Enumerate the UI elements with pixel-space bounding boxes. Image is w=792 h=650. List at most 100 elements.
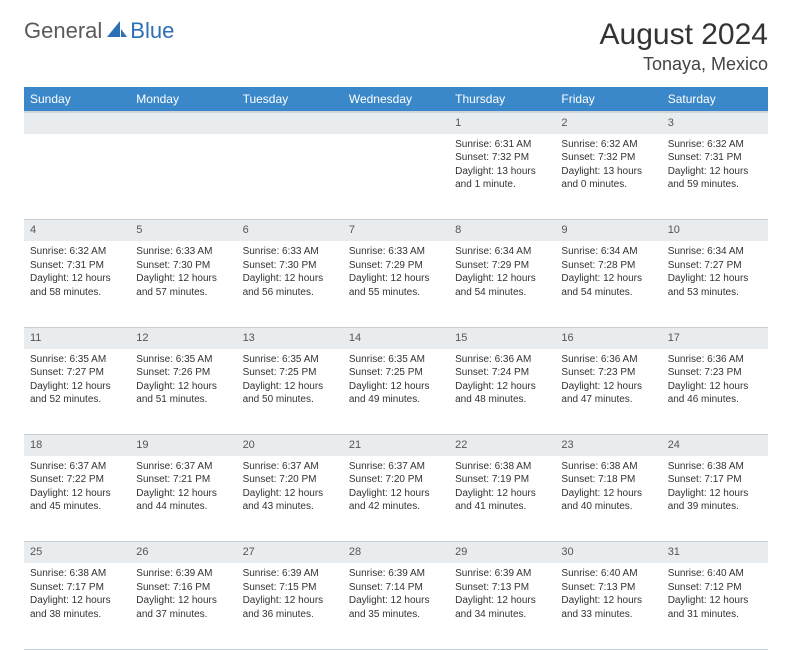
day-number: 6: [243, 224, 249, 236]
weekday-header: Wednesday: [343, 87, 449, 112]
day-detail-cell: Sunrise: 6:36 AMSunset: 7:24 PMDaylight:…: [449, 349, 555, 435]
sunset-text: Sunset: 7:23 PM: [561, 366, 655, 380]
daylight-text: Daylight: 12 hours and 39 minutes.: [668, 487, 762, 514]
sunset-text: Sunset: 7:13 PM: [561, 581, 655, 595]
day-number-cell: 5: [130, 220, 236, 241]
daylight-text: Daylight: 12 hours and 54 minutes.: [561, 272, 655, 299]
day-detail-cell: Sunrise: 6:31 AMSunset: 7:32 PMDaylight:…: [449, 134, 555, 220]
logo: General Blue: [24, 18, 174, 44]
day-number-cell: 29: [449, 542, 555, 563]
day-number: 8: [455, 224, 461, 236]
sunrise-text: Sunrise: 6:38 AM: [455, 460, 549, 474]
day-detail-cell: Sunrise: 6:40 AMSunset: 7:12 PMDaylight:…: [662, 563, 768, 649]
sunrise-text: Sunrise: 6:37 AM: [30, 460, 124, 474]
day-number-cell: 22: [449, 435, 555, 456]
daylight-text: Daylight: 12 hours and 48 minutes.: [455, 380, 549, 407]
day-number: 14: [349, 332, 361, 344]
day-number: 12: [136, 332, 148, 344]
day-number-row: 11121314151617: [24, 327, 768, 348]
sunset-text: Sunset: 7:17 PM: [668, 473, 762, 487]
sunset-text: Sunset: 7:30 PM: [136, 259, 230, 273]
sunset-text: Sunset: 7:21 PM: [136, 473, 230, 487]
sunset-text: Sunset: 7:15 PM: [243, 581, 337, 595]
day-detail-cell: Sunrise: 6:36 AMSunset: 7:23 PMDaylight:…: [555, 349, 661, 435]
day-number: 2: [561, 117, 567, 129]
day-detail-cell: Sunrise: 6:33 AMSunset: 7:30 PMDaylight:…: [237, 241, 343, 327]
daylight-text: Daylight: 12 hours and 53 minutes.: [668, 272, 762, 299]
day-number: 7: [349, 224, 355, 236]
daylight-text: Daylight: 12 hours and 54 minutes.: [455, 272, 549, 299]
day-detail-row: Sunrise: 6:35 AMSunset: 7:27 PMDaylight:…: [24, 349, 768, 435]
day-number: 15: [455, 332, 467, 344]
day-number-cell: 3: [662, 112, 768, 134]
day-number-row: 25262728293031: [24, 542, 768, 563]
day-detail-cell: Sunrise: 6:34 AMSunset: 7:29 PMDaylight:…: [449, 241, 555, 327]
sunrise-text: Sunrise: 6:35 AM: [136, 353, 230, 367]
sunset-text: Sunset: 7:19 PM: [455, 473, 549, 487]
day-detail-cell: Sunrise: 6:39 AMSunset: 7:13 PMDaylight:…: [449, 563, 555, 649]
daylight-text: Daylight: 12 hours and 57 minutes.: [136, 272, 230, 299]
sunrise-text: Sunrise: 6:34 AM: [455, 245, 549, 259]
daylight-text: Daylight: 12 hours and 33 minutes.: [561, 594, 655, 621]
daylight-text: Daylight: 12 hours and 50 minutes.: [243, 380, 337, 407]
weekday-header: Monday: [130, 87, 236, 112]
sunrise-text: Sunrise: 6:32 AM: [30, 245, 124, 259]
sunset-text: Sunset: 7:18 PM: [561, 473, 655, 487]
sunrise-text: Sunrise: 6:33 AM: [349, 245, 443, 259]
day-number-cell: 9: [555, 220, 661, 241]
sunrise-text: Sunrise: 6:39 AM: [243, 567, 337, 581]
day-number-cell: 18: [24, 435, 130, 456]
day-detail-cell: [24, 134, 130, 220]
day-detail-cell: Sunrise: 6:39 AMSunset: 7:15 PMDaylight:…: [237, 563, 343, 649]
day-detail-cell: Sunrise: 6:37 AMSunset: 7:21 PMDaylight:…: [130, 456, 236, 542]
sunrise-text: Sunrise: 6:36 AM: [455, 353, 549, 367]
sunset-text: Sunset: 7:29 PM: [455, 259, 549, 273]
day-number: 26: [136, 546, 148, 558]
sunrise-text: Sunrise: 6:36 AM: [561, 353, 655, 367]
sunrise-text: Sunrise: 6:36 AM: [668, 353, 762, 367]
sunset-text: Sunset: 7:17 PM: [30, 581, 124, 595]
day-number: 18: [30, 439, 42, 451]
day-number-cell: 10: [662, 220, 768, 241]
day-number-cell: 1: [449, 112, 555, 134]
sunrise-text: Sunrise: 6:35 AM: [30, 353, 124, 367]
day-number-cell: 30: [555, 542, 661, 563]
sunset-text: Sunset: 7:22 PM: [30, 473, 124, 487]
day-detail-cell: Sunrise: 6:37 AMSunset: 7:20 PMDaylight:…: [237, 456, 343, 542]
sunset-text: Sunset: 7:16 PM: [136, 581, 230, 595]
day-number: 19: [136, 439, 148, 451]
day-number-cell: [237, 112, 343, 134]
day-number-cell: 16: [555, 327, 661, 348]
daylight-text: Daylight: 12 hours and 34 minutes.: [455, 594, 549, 621]
day-number-cell: 14: [343, 327, 449, 348]
sunrise-text: Sunrise: 6:37 AM: [243, 460, 337, 474]
daylight-text: Daylight: 13 hours and 0 minutes.: [561, 165, 655, 192]
day-number-cell: 17: [662, 327, 768, 348]
daylight-text: Daylight: 12 hours and 55 minutes.: [349, 272, 443, 299]
day-detail-cell: Sunrise: 6:38 AMSunset: 7:19 PMDaylight:…: [449, 456, 555, 542]
sunset-text: Sunset: 7:31 PM: [30, 259, 124, 273]
sunset-text: Sunset: 7:27 PM: [30, 366, 124, 380]
sunset-text: Sunset: 7:27 PM: [668, 259, 762, 273]
sunrise-text: Sunrise: 6:39 AM: [455, 567, 549, 581]
sunset-text: Sunset: 7:25 PM: [243, 366, 337, 380]
day-detail-cell: Sunrise: 6:32 AMSunset: 7:31 PMDaylight:…: [662, 134, 768, 220]
day-detail-row: Sunrise: 6:32 AMSunset: 7:31 PMDaylight:…: [24, 241, 768, 327]
daylight-text: Daylight: 12 hours and 36 minutes.: [243, 594, 337, 621]
sunset-text: Sunset: 7:13 PM: [455, 581, 549, 595]
sunrise-text: Sunrise: 6:38 AM: [30, 567, 124, 581]
day-detail-cell: Sunrise: 6:36 AMSunset: 7:23 PMDaylight:…: [662, 349, 768, 435]
day-number: 16: [561, 332, 573, 344]
sunrise-text: Sunrise: 6:34 AM: [561, 245, 655, 259]
daylight-text: Daylight: 12 hours and 45 minutes.: [30, 487, 124, 514]
day-number: 24: [668, 439, 680, 451]
daylight-text: Daylight: 12 hours and 58 minutes.: [30, 272, 124, 299]
sunrise-text: Sunrise: 6:32 AM: [668, 138, 762, 152]
day-number-cell: 12: [130, 327, 236, 348]
day-number-cell: 11: [24, 327, 130, 348]
daylight-text: Daylight: 12 hours and 59 minutes.: [668, 165, 762, 192]
sunrise-text: Sunrise: 6:38 AM: [668, 460, 762, 474]
sunset-text: Sunset: 7:29 PM: [349, 259, 443, 273]
day-number: 25: [30, 546, 42, 558]
weekday-header-row: Sunday Monday Tuesday Wednesday Thursday…: [24, 87, 768, 112]
